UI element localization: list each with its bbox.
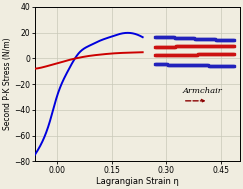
X-axis label: Lagrangian Strain η: Lagrangian Strain η xyxy=(96,177,179,186)
Text: Armchair: Armchair xyxy=(183,87,223,94)
Y-axis label: Second P-K Stress (N/m): Second P-K Stress (N/m) xyxy=(3,38,12,130)
